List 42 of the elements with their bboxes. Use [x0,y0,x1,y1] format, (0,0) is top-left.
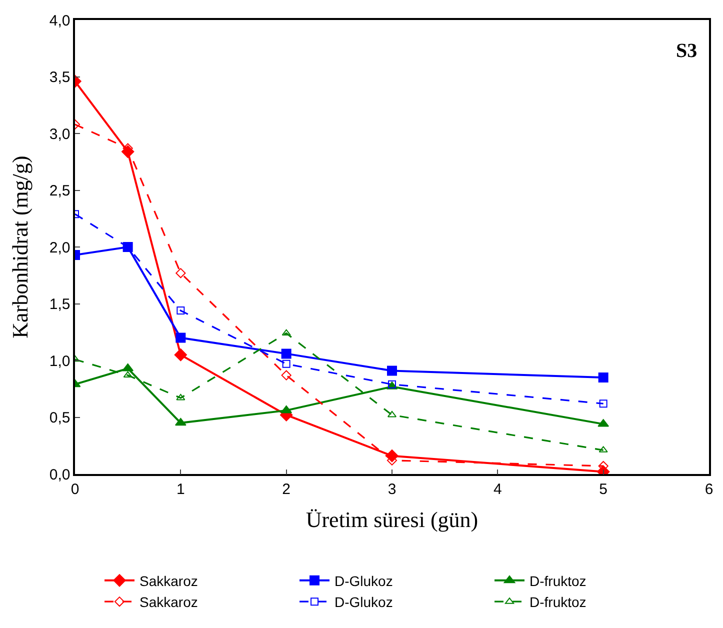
legend-label: Sakkaroz [140,594,198,610]
point [282,329,291,336]
y-tick-label: 3,5 [49,69,70,86]
y-tick-label: 0,0 [49,466,70,484]
y-tick-label: 2,5 [49,182,70,200]
point [123,371,132,378]
y-axis-title: Karbonhidrat (mg/g) [8,156,33,338]
point [387,410,397,418]
y-tick-label: 0,5 [49,410,70,426]
x-tick-label: 6 [704,480,714,498]
point [281,348,292,359]
legend-label: D-fruktoz [530,594,586,610]
point [176,332,186,343]
point [174,418,186,426]
x-tick-label: 1 [176,480,185,498]
point [176,394,186,400]
point [598,372,608,383]
x-tick-label: 2 [282,480,290,498]
y-tick-label: 3,0 [49,126,70,143]
point [122,363,134,372]
annotation: S3 [676,40,698,62]
x-tick-label: 0 [70,480,80,498]
legend-label: D-Glukoz [334,594,393,610]
y-tick-label: 1,5 [49,296,70,313]
point [281,370,292,380]
legend-label: D-Glukoz [334,572,393,589]
y-tick-label: 2,0 [49,239,70,256]
x-tick-label: 4 [494,480,502,498]
x-tick-label: 5 [599,480,608,498]
legend-label: Sakkaroz [140,572,198,589]
point [280,405,292,414]
point [282,360,290,368]
y-tick-label: 1,0 [49,352,70,370]
x-axis-title: Üretim süresi (gün) [306,507,478,532]
point [387,366,397,376]
point [176,268,186,278]
legend-label: D-fruktoz [530,572,586,589]
point [176,306,185,315]
point [174,348,188,362]
point [599,400,608,408]
x-tick-label: 3 [388,480,396,498]
y-tick-label: 4,0 [49,12,70,30]
